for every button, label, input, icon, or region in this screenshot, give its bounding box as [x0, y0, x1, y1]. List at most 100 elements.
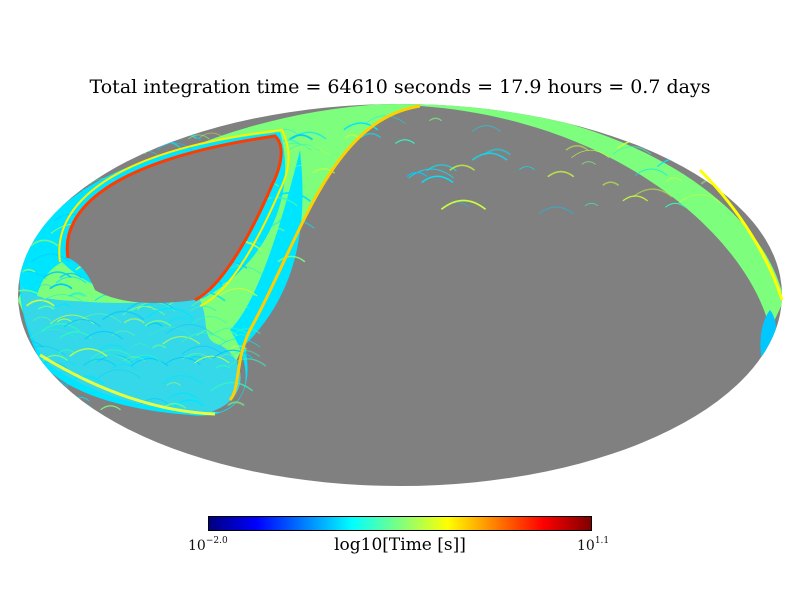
scan-streak	[146, 322, 163, 327]
scan-streak	[360, 132, 382, 139]
scan-streak	[712, 145, 757, 155]
scan-streak	[37, 305, 55, 310]
scan-streak	[730, 106, 770, 116]
scan-streak	[58, 349, 76, 354]
scan-streak	[421, 175, 454, 184]
scan-streak	[141, 131, 183, 141]
scan-streak	[222, 280, 242, 286]
scan-streak	[634, 168, 668, 176]
scan-streak	[32, 316, 52, 321]
scan-streak	[408, 168, 454, 179]
scan-streak	[212, 349, 253, 359]
scan-streak	[694, 133, 712, 138]
scan-streak	[277, 255, 306, 263]
scan-streak	[63, 319, 101, 328]
scan-streak	[128, 354, 162, 362]
scan-streak	[56, 303, 72, 308]
scan-streak	[188, 355, 206, 361]
scan-streak	[210, 381, 254, 392]
scan-streak	[25, 299, 55, 307]
scan-streak	[664, 202, 686, 208]
scan-streak	[571, 149, 610, 159]
scan-streak	[449, 164, 476, 171]
scan-streak	[471, 152, 508, 161]
scan-streak	[66, 375, 105, 385]
scan-streak	[278, 217, 293, 221]
scan-streak	[228, 358, 267, 367]
scan-streak	[69, 348, 108, 357]
scan-streak	[18, 289, 47, 300]
scan-streak	[30, 239, 59, 247]
scan-streak	[218, 287, 258, 297]
scan-streak	[538, 206, 574, 215]
scan-streak	[98, 344, 127, 352]
scan-streak	[632, 188, 673, 198]
scan-streak	[584, 202, 599, 207]
scan-streak	[666, 177, 683, 182]
scan-streak	[29, 386, 67, 396]
scan-streak	[98, 132, 114, 137]
scan-streak	[483, 148, 511, 156]
scan-streak	[82, 358, 116, 367]
scan-streak	[100, 115, 120, 121]
scan-streak	[165, 323, 213, 335]
scan-streak	[130, 358, 169, 367]
coverage-right-patch	[760, 310, 776, 360]
scan-streak	[37, 294, 87, 305]
scan-streak	[188, 134, 210, 140]
scan-streak	[18, 385, 52, 394]
scan-streak	[30, 253, 71, 263]
colorbar-max-tick: 101.1	[577, 536, 610, 554]
scan-streak	[495, 104, 539, 108]
masked-hole-rim-outer	[58, 128, 290, 307]
scan-streak	[90, 354, 131, 364]
scan-streak	[217, 338, 261, 348]
scan-streak	[268, 192, 312, 202]
scan-streak	[111, 363, 136, 370]
scan-streak	[123, 318, 145, 324]
scan-streak	[440, 199, 487, 210]
scan-streak	[168, 316, 196, 322]
scan-streak	[210, 286, 256, 297]
scan-streak	[20, 397, 50, 405]
scan-streak	[696, 129, 723, 136]
scan-streak	[97, 369, 141, 379]
scan-streak	[547, 170, 575, 178]
colorbar	[208, 516, 592, 531]
scan-streak	[711, 110, 750, 119]
scan-streak	[162, 374, 203, 384]
colorbar-label: log10[Time [s]]	[334, 535, 466, 555]
scan-streak	[602, 181, 620, 186]
scan-streak	[49, 283, 73, 290]
scan-streak	[111, 330, 136, 336]
scan-streak	[167, 318, 193, 324]
scan-streak	[581, 161, 596, 165]
scan-streak	[612, 146, 652, 155]
scan-streak	[226, 303, 249, 309]
scan-streak	[18, 375, 46, 387]
scan-streak	[41, 322, 81, 333]
scan-streak	[214, 118, 232, 123]
chart-title: Total integration time = 64610 seconds =…	[89, 76, 711, 98]
scan-streak	[268, 218, 315, 229]
lower-band-edge	[39, 353, 216, 416]
scan-streak	[751, 111, 781, 119]
masked-hole	[67, 136, 282, 303]
scan-streak	[311, 168, 336, 174]
scan-streak	[711, 105, 754, 115]
scan-streak	[288, 134, 314, 141]
scan-streak	[291, 164, 310, 170]
scan-streak	[124, 148, 147, 154]
scan-streak	[227, 401, 245, 407]
scan-streak	[365, 115, 406, 125]
scan-streak	[343, 122, 379, 131]
scan-streak	[395, 139, 415, 145]
scan-streak	[39, 390, 75, 399]
scan-streak	[270, 227, 285, 232]
diagonal-edge	[228, 104, 421, 402]
scan-streak	[428, 117, 443, 122]
scan-streak	[519, 166, 535, 170]
scan-streak	[148, 327, 194, 337]
scan-streak	[146, 307, 194, 319]
